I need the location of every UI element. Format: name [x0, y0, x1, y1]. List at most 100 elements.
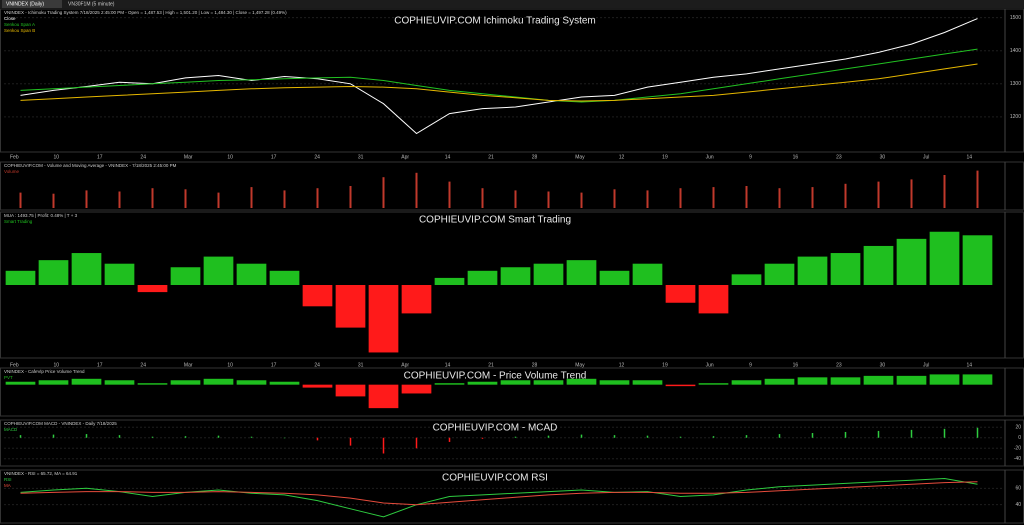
bar: [269, 270, 300, 285]
bar: [203, 378, 234, 385]
bar: [137, 285, 168, 293]
x-tick-label: 9: [749, 362, 752, 368]
bar: [415, 437, 418, 449]
bar: [679, 188, 682, 208]
bar: [481, 188, 484, 208]
bar: [217, 192, 220, 208]
x-tick-label: Jun: [706, 362, 714, 368]
bar: [71, 378, 102, 385]
bar: [184, 436, 187, 438]
bar: [580, 192, 583, 208]
x-tick-label: 10: [53, 362, 59, 368]
bar: [38, 260, 69, 285]
tab-label[interactable]: VNINDEX (Daily): [6, 1, 44, 7]
x-tick-label: Mar: [184, 362, 193, 368]
bar: [646, 435, 649, 438]
bar: [712, 436, 715, 438]
x-tick-label: Jun: [706, 154, 714, 160]
x-tick-label: 14: [445, 154, 451, 160]
y-tick-label: 0: [1018, 435, 1021, 441]
bar: [184, 189, 187, 208]
bar: [71, 253, 102, 285]
bar: [316, 437, 319, 441]
x-tick-label: Jul: [923, 154, 929, 160]
bar: [52, 193, 55, 208]
bar: [382, 437, 385, 454]
bar: [830, 253, 861, 285]
pane-header: VNINDEX - RSI = 65.72, MA = 64.91: [4, 471, 78, 476]
x-tick-label: May: [575, 154, 585, 160]
bar: [698, 383, 729, 385]
pane-header: VNINDEX - CafeVip Price Volume Trend: [4, 369, 85, 374]
y-tick-label: 1200: [1010, 114, 1021, 120]
bar: [910, 179, 913, 208]
x-tick-label: 10: [227, 154, 233, 160]
x-tick-label: 17: [97, 362, 103, 368]
bar: [481, 437, 484, 439]
x-tick-label: Apr: [401, 154, 409, 160]
bar: [665, 285, 696, 303]
bar: [745, 435, 748, 438]
bar: [797, 256, 828, 285]
x-tick-label: 24: [140, 154, 146, 160]
x-tick-label: Feb: [10, 154, 19, 160]
pane-title: COPHIEUVIP.COM RSI: [442, 473, 548, 484]
bar: [844, 431, 847, 438]
x-tick-label: 28: [532, 362, 538, 368]
bar: [731, 380, 762, 385]
series-line: [20, 477, 978, 518]
bar: [863, 375, 894, 385]
bar: [646, 190, 649, 208]
tab[interactable]: [2, 0, 62, 8]
bar: [863, 245, 894, 285]
series-line: [20, 481, 978, 506]
bar: [434, 277, 465, 285]
bar: [118, 435, 121, 438]
series-line: [20, 48, 978, 103]
bar: [764, 263, 795, 285]
x-tick-label: 28: [532, 154, 538, 160]
bar: [731, 274, 762, 285]
x-tick-label: 23: [836, 362, 842, 368]
pane-header: VNINDEX - Ichimoku Trading System 7/18/2…: [4, 10, 287, 15]
bar: [236, 263, 267, 285]
bar: [302, 285, 333, 307]
x-tick-label: 30: [880, 362, 886, 368]
bar: [335, 384, 366, 397]
legend-entry: Close: [4, 16, 16, 21]
x-tick-label: 23: [836, 154, 842, 160]
bar: [599, 270, 630, 285]
x-tick-label: Mar: [184, 154, 193, 160]
pane-title: COPHIEUVIP.COM - MCAD: [433, 423, 558, 434]
x-tick-label: 10: [53, 154, 59, 160]
pane-title: COPHIEUVIP.COM - Price Volume Trend: [404, 371, 587, 382]
x-tick-label: Apr: [401, 362, 409, 368]
bar: [316, 188, 319, 208]
bar: [976, 427, 979, 438]
x-tick-label: 17: [97, 154, 103, 160]
bar: [104, 380, 135, 385]
bar: [929, 374, 960, 385]
bar: [679, 436, 682, 438]
bar: [302, 384, 333, 388]
bar: [170, 267, 201, 285]
bar: [514, 190, 517, 208]
legend-entry: PVT: [4, 375, 13, 380]
bar: [599, 380, 630, 385]
bar: [349, 186, 352, 208]
legend-entry: RSI: [4, 477, 12, 482]
bar: [877, 181, 880, 208]
x-tick-label: Jul: [923, 362, 929, 368]
bar: [217, 435, 220, 438]
x-tick-label: 24: [314, 154, 320, 160]
bar: [448, 181, 451, 208]
tab-label[interactable]: VN30F1M (5 minute): [68, 1, 115, 7]
bar: [712, 187, 715, 208]
x-tick-label: May: [575, 362, 585, 368]
bar: [500, 380, 531, 385]
bar: [368, 285, 399, 353]
bar: [778, 434, 781, 438]
series-line: [20, 18, 978, 135]
